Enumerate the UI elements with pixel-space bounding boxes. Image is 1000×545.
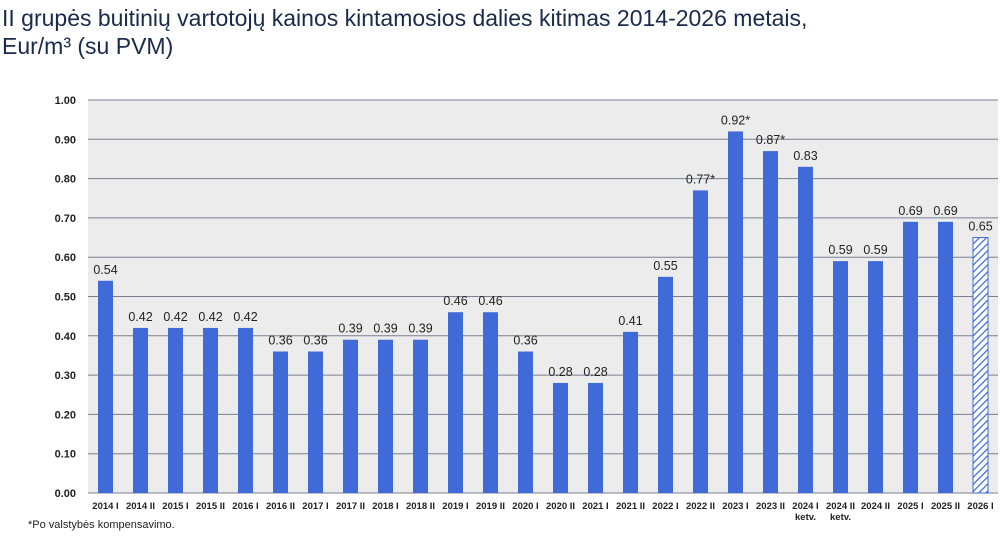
bar bbox=[623, 331, 638, 493]
x-tick-label: 2015 II bbox=[195, 501, 226, 512]
x-tick-label: 2022 I bbox=[652, 501, 679, 512]
y-tick-label: 0.00 bbox=[55, 488, 76, 500]
y-tick-label: 1.00 bbox=[55, 95, 76, 107]
bar bbox=[98, 280, 113, 493]
value-label: 0.39 bbox=[408, 322, 432, 336]
bar bbox=[553, 382, 568, 493]
bar bbox=[168, 327, 183, 493]
x-tick-label: 2018 II bbox=[405, 501, 436, 512]
bar bbox=[343, 339, 358, 493]
bar bbox=[763, 151, 778, 493]
value-label: 0.46 bbox=[443, 294, 467, 308]
x-tick-label: 2023 II bbox=[755, 501, 786, 512]
bar bbox=[273, 351, 288, 493]
value-label: 0.69 bbox=[933, 204, 957, 218]
value-label: 0.77* bbox=[686, 172, 715, 186]
x-tick-label: 2016 I bbox=[232, 501, 259, 512]
value-label: 0.55 bbox=[653, 259, 677, 273]
value-label: 0.46 bbox=[478, 294, 502, 308]
x-tick-label: 2022 II bbox=[685, 501, 716, 512]
x-tick-label: 2021 I bbox=[582, 501, 609, 512]
bar bbox=[238, 327, 253, 493]
bar bbox=[833, 261, 848, 493]
footnote: *Po valstybės kompensavimo. bbox=[28, 519, 175, 531]
x-tick-label: 2024 II bbox=[860, 501, 891, 512]
y-tick-label: 0.70 bbox=[55, 213, 76, 225]
y-tick-label: 0.60 bbox=[55, 252, 76, 264]
y-tick-label: 0.50 bbox=[55, 292, 76, 304]
bar bbox=[378, 339, 393, 493]
y-tick-label: 0.20 bbox=[55, 409, 76, 421]
value-label: 0.59 bbox=[828, 243, 852, 257]
value-label: 0.42 bbox=[198, 310, 222, 324]
x-tick-label: 2026 I bbox=[967, 501, 994, 512]
value-label: 0.92* bbox=[721, 113, 750, 127]
x-tick-label: 2019 I bbox=[442, 501, 469, 512]
bar bbox=[903, 221, 918, 493]
x-tick-label: 2024 I ketv. bbox=[792, 501, 819, 523]
y-tick-label: 0.30 bbox=[55, 370, 76, 382]
value-label: 0.69 bbox=[898, 204, 922, 218]
x-tick-label: 2014 I bbox=[92, 501, 119, 512]
value-label: 0.28 bbox=[548, 365, 572, 379]
y-tick-label: 0.40 bbox=[55, 331, 76, 343]
bar bbox=[588, 382, 603, 493]
y-tick-label: 0.80 bbox=[55, 174, 76, 186]
bar bbox=[448, 312, 463, 493]
x-tick-label: 2025 II bbox=[930, 501, 961, 512]
value-label: 0.39 bbox=[338, 322, 362, 336]
value-label: 0.83 bbox=[793, 149, 817, 163]
value-label: 0.65 bbox=[968, 220, 992, 234]
bar bbox=[693, 190, 708, 493]
value-label: 0.87* bbox=[756, 133, 785, 147]
value-label: 0.28 bbox=[583, 365, 607, 379]
value-label: 0.42 bbox=[233, 310, 257, 324]
value-label: 0.59 bbox=[863, 243, 887, 257]
x-tick-label: 2020 I bbox=[512, 501, 539, 512]
value-label: 0.36 bbox=[303, 334, 327, 348]
y-tick-label: 0.90 bbox=[55, 134, 76, 146]
bar bbox=[133, 327, 148, 493]
value-label: 0.36 bbox=[513, 334, 537, 348]
value-label: 0.41 bbox=[618, 314, 642, 328]
bar bbox=[798, 166, 813, 493]
x-tick-label: 2017 I bbox=[302, 501, 329, 512]
bar bbox=[413, 339, 428, 493]
bar bbox=[938, 221, 953, 493]
value-label: 0.39 bbox=[373, 322, 397, 336]
bar bbox=[203, 327, 218, 493]
x-tick-label: 2023 I bbox=[722, 501, 749, 512]
chart-title: II grupės buitinių vartotojų kainos kint… bbox=[2, 5, 808, 59]
bar bbox=[483, 312, 498, 493]
x-tick-label: 2020 II bbox=[545, 501, 576, 512]
x-tick-label: 2024 II ketv. bbox=[825, 501, 856, 523]
x-tick-label: 2015 I bbox=[162, 501, 189, 512]
bar bbox=[972, 237, 989, 494]
bar bbox=[658, 276, 673, 493]
x-tick-label: 2025 I bbox=[897, 501, 924, 512]
value-label: 0.42 bbox=[163, 310, 187, 324]
x-tick-label: 2019 II bbox=[475, 501, 506, 512]
x-tick-label: 2017 II bbox=[335, 501, 366, 512]
bar bbox=[308, 351, 323, 493]
value-label: 0.36 bbox=[268, 334, 292, 348]
y-tick-label: 0.10 bbox=[55, 449, 76, 461]
x-tick-label: 2021 II bbox=[615, 501, 646, 512]
bar bbox=[518, 351, 533, 493]
bar bbox=[728, 131, 743, 493]
x-tick-label: 2018 I bbox=[372, 501, 399, 512]
x-tick-label: 2016 II bbox=[265, 501, 296, 512]
bar bbox=[868, 261, 883, 493]
value-label: 0.42 bbox=[128, 310, 152, 324]
value-label: 0.54 bbox=[93, 263, 117, 277]
x-tick-label: 2014 II bbox=[125, 501, 156, 512]
